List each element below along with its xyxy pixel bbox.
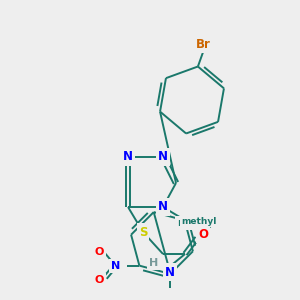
Text: N: N xyxy=(158,200,168,214)
Text: H: H xyxy=(149,258,159,268)
Text: methyl: methyl xyxy=(177,218,218,228)
Text: S: S xyxy=(139,226,147,238)
Text: methyl: methyl xyxy=(181,217,217,226)
Text: O: O xyxy=(198,227,208,241)
Text: N: N xyxy=(158,151,168,164)
Text: Br: Br xyxy=(196,38,210,51)
Text: O: O xyxy=(95,274,104,285)
Text: N: N xyxy=(165,266,175,278)
Text: N: N xyxy=(111,261,120,271)
Text: N: N xyxy=(123,151,133,164)
Text: O: O xyxy=(95,247,104,256)
